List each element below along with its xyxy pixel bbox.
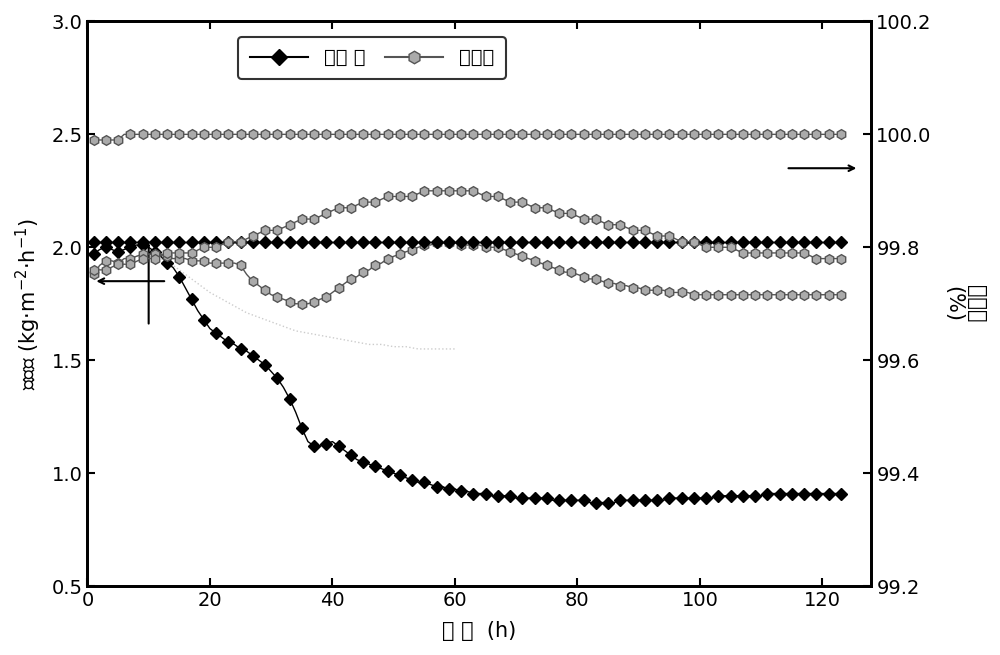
Y-axis label: 产水量 (kg·m$^{-2}$·h$^{-1}$): 产水量 (kg·m$^{-2}$·h$^{-1}$) bbox=[14, 218, 43, 390]
X-axis label: 时 间  (h): 时 间 (h) bbox=[442, 621, 517, 641]
Y-axis label: 截留率
(%): 截留率 (%) bbox=[943, 285, 986, 322]
Legend: 基底 膜, 疏水膜: 基底 膜, 疏水膜 bbox=[238, 37, 506, 79]
